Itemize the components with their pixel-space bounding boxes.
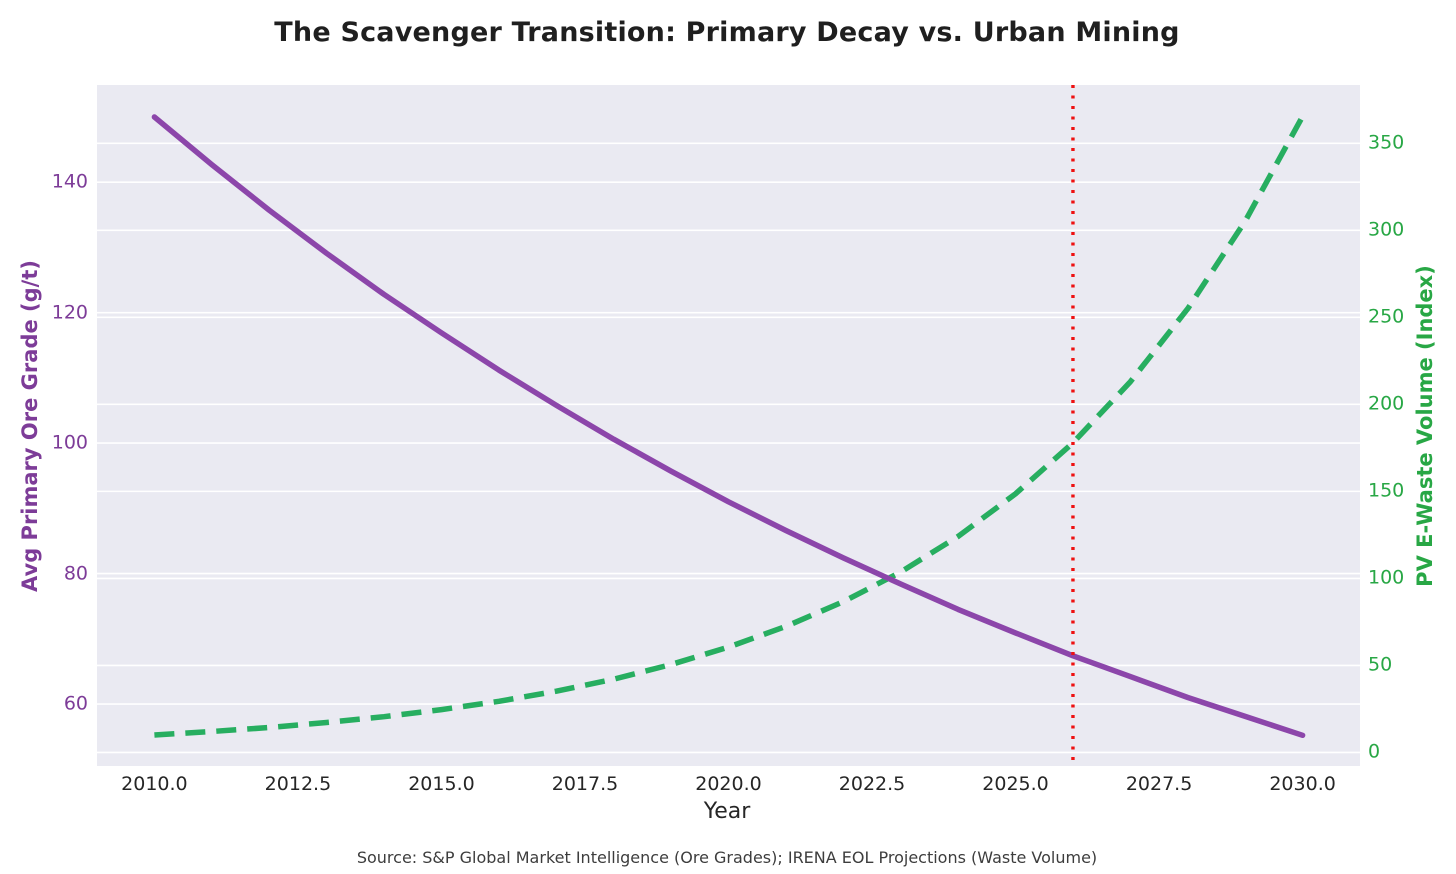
right-axis-label: PV E-Waste Volume (Index) (1413, 265, 1437, 587)
x-tick-label: 2012.5 (264, 773, 332, 795)
right-tick-label: 250 (1368, 305, 1405, 328)
x-tick-label: 2030.0 (1269, 773, 1336, 795)
x-tick-label: 2027.5 (1125, 773, 1193, 795)
x-axis-label: Year (703, 799, 751, 824)
right-tick-label: 50 (1368, 653, 1393, 676)
right-tick-label: 300 (1368, 218, 1405, 241)
right-tick-label: 0 (1368, 740, 1381, 763)
ore-grade-line (151, 114, 1306, 739)
right-tick-label: 350 (1368, 131, 1405, 154)
source-note: Source: S&P Global Market Intelligence (… (356, 848, 1098, 867)
ewaste-line (154, 114, 1306, 738)
x-tick-label: 2017.5 (551, 773, 619, 795)
x-tick-label: 2010.0 (121, 773, 188, 795)
plot-background (97, 85, 1360, 766)
x-tick-label: 2022.5 (838, 773, 906, 795)
right-tick-label: 200 (1368, 392, 1405, 415)
left-tick-label: 80 (63, 562, 88, 585)
x-tick-label: 2020.0 (695, 773, 762, 795)
x-tick-label: 2025.0 (982, 773, 1049, 795)
chart-title: The Scavenger Transition: Primary Decay … (274, 17, 1180, 48)
right-tick-label: 150 (1368, 479, 1405, 502)
left-tick-label: 100 (51, 431, 88, 454)
left-tick-label: 60 (63, 692, 88, 715)
x-tick-label: 2015.0 (408, 773, 475, 795)
left-tick-label: 140 (51, 170, 88, 193)
right-tick-label: 100 (1368, 566, 1405, 589)
left-tick-label: 120 (51, 301, 88, 324)
